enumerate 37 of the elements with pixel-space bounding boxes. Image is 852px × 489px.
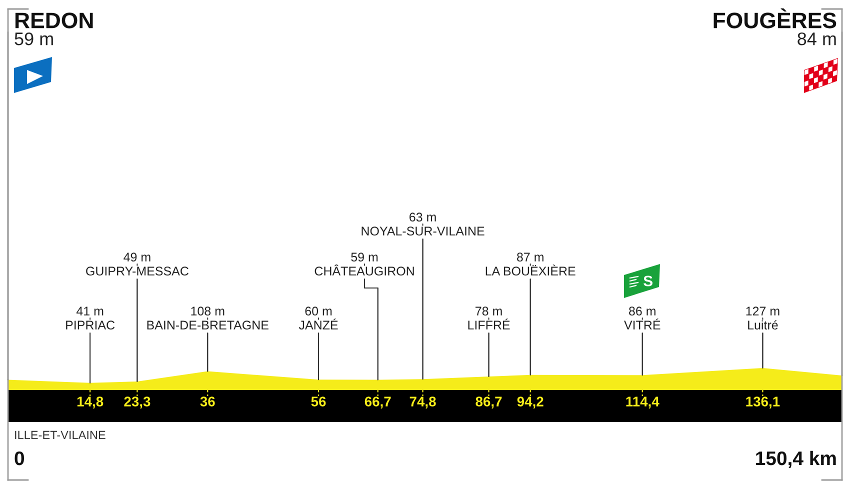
data-label: 60 m [305, 306, 332, 316]
x-tick-label: 56 [311, 396, 326, 406]
data-label: 84 m [798, 32, 836, 46]
data-label: 63 m [410, 212, 436, 222]
x-tick-label: 86,7 [476, 396, 502, 408]
data-label: 78 m [476, 306, 502, 316]
x-tick-label: 74,8 [410, 396, 436, 408]
x-tick-label: 66,7 [364, 396, 391, 408]
annotation: LA BOUËXIÈRE [486, 264, 576, 276]
x-tick-label: 114,4 [626, 396, 660, 408]
x-tick-label: 36 [200, 396, 215, 406]
text: ILLE-ET-VILAINE [15, 430, 106, 440]
annotation: JANZÉ [298, 318, 338, 330]
annotation: LIFFRÉ [468, 318, 510, 330]
data-label: 49 m [124, 252, 150, 262]
data-label: 41 m [76, 306, 104, 316]
text: 0 [14, 451, 24, 466]
data-label: 59 m [14, 32, 53, 46]
annotation: BAIN-DE-BRETAGNE [147, 320, 268, 330]
x-tick-label: 23,3 [124, 396, 150, 408]
x-tick-label: 136,1 [746, 396, 780, 408]
annotation: GUIPRY-MESSAC [86, 266, 188, 276]
annotation: CHÂTEAUGIRON [314, 264, 414, 276]
annotation: FOUGÈRES [714, 8, 836, 28]
annotation: NOYAL-SUR-VILAINE [362, 226, 484, 236]
data-label: 59 m [351, 252, 378, 262]
data-label: 108 m [191, 306, 224, 316]
annotation: REDON [15, 12, 93, 28]
data-label: 127 m [746, 306, 780, 316]
annotation: VITRÉ [624, 318, 660, 330]
text: 150,4 km [756, 450, 836, 468]
x-tick-label: 14,8 [77, 396, 104, 408]
annotation: PIPRIAC [66, 320, 115, 330]
x-tick-label: 94,2 [517, 396, 544, 408]
data-label: 86 m [629, 306, 656, 316]
data-label: 87 m [517, 252, 544, 262]
annotation: Luitré [748, 320, 778, 330]
